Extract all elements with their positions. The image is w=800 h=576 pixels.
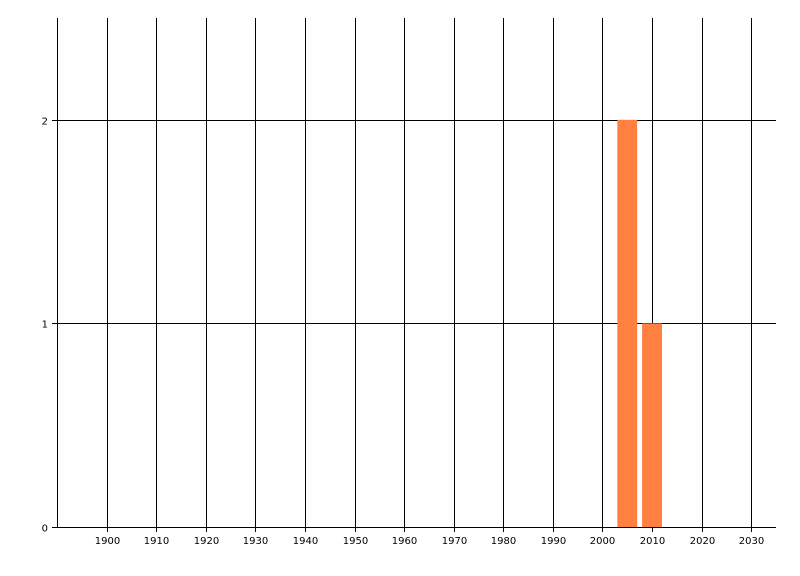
y-axis-ticks: 0 1 2 [42, 117, 57, 535]
x-tick-label: 1910 [144, 536, 169, 547]
bar-2005 [617, 119, 638, 528]
grid-lines [57, 18, 776, 532]
y-tick-label: 0 [42, 524, 48, 535]
x-tick-label: 2030 [739, 536, 764, 547]
x-tick-label: 1940 [293, 536, 318, 547]
x-tick-label: 1950 [343, 536, 368, 547]
x-tick-label: 1960 [392, 536, 417, 547]
y-tick-label: 2 [42, 117, 48, 128]
bar-2010 [642, 323, 662, 527]
y-tick-label: 1 [42, 320, 48, 331]
x-axis-ticks: 1900 1910 1920 1930 1940 1950 1960 1970 1980 1990… [95, 536, 764, 547]
x-tick-label: 1930 [243, 536, 268, 547]
x-tick-label: 1980 [491, 536, 516, 547]
x-tick-label: 2020 [690, 536, 715, 547]
bars [617, 119, 662, 528]
x-tick-label: 1920 [194, 536, 219, 547]
x-tick-label: 2010 [640, 536, 665, 547]
x-tick-label: 1900 [95, 536, 120, 547]
x-tick-label: 1990 [541, 536, 566, 547]
axes [57, 18, 776, 528]
x-tick-label: 1970 [442, 536, 467, 547]
x-tick-label: 2000 [590, 536, 615, 547]
